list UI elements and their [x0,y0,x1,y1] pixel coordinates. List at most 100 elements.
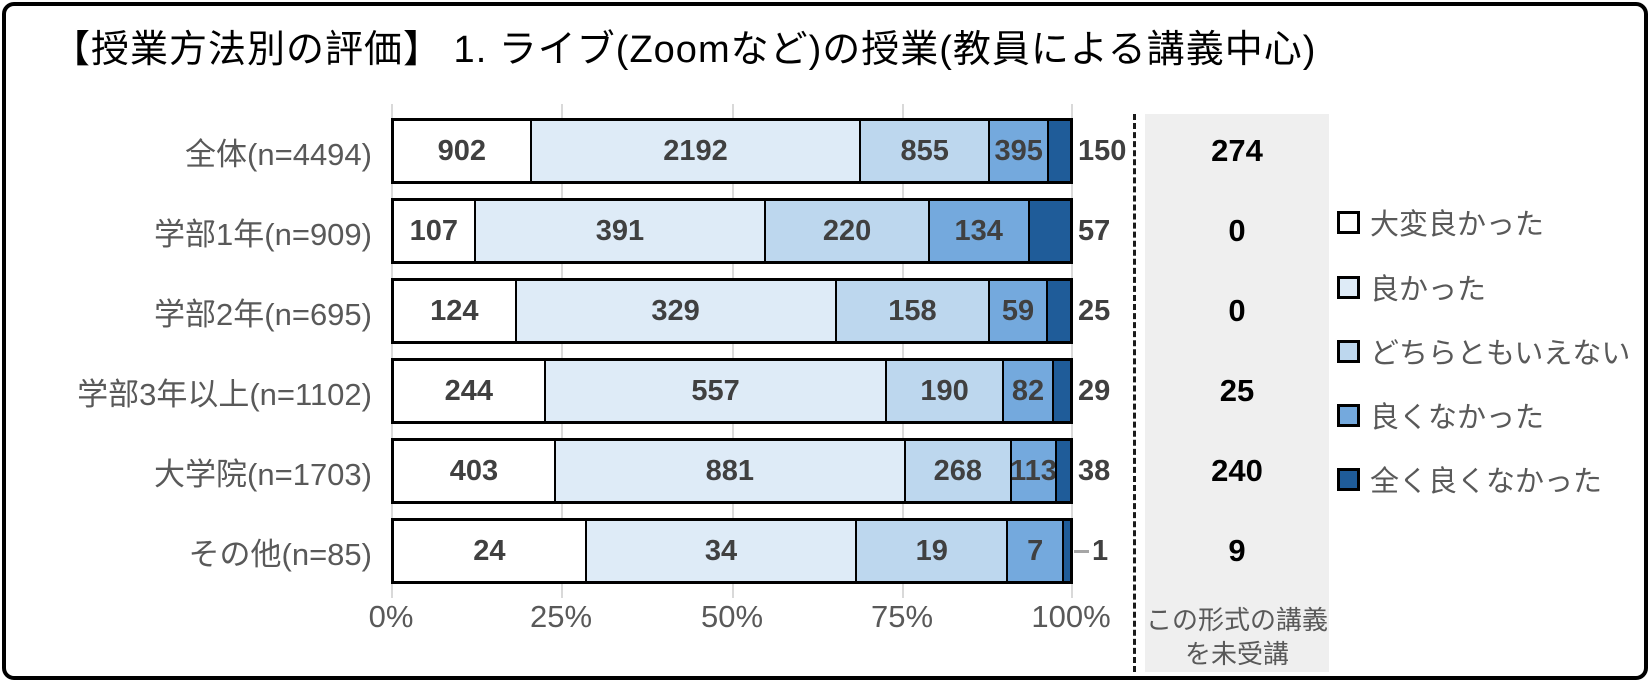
stacked-bar: 124 329 158 59 [391,278,1073,344]
bar-segment-verygood: 403 [394,441,554,501]
bar-segment-verygood: 24 [394,521,585,581]
category-label: 全体(n=4494) [185,136,372,172]
segment-value: 403 [449,454,499,487]
bar-segment-verybad [1054,441,1070,501]
bar-segment-verygood: 902 [394,121,530,181]
bar-segment-bad: 134 [927,201,1028,261]
bar-segment-neutral: 268 [903,441,1011,501]
bar-segment-good: 881 [553,441,904,501]
segment-value: 113 [1010,454,1057,487]
stacked-bar: 403 881 268 113 [391,438,1073,504]
segment-value: 220 [822,214,872,247]
bar-segment-verybad [1047,121,1070,181]
legend-item-verybad: 全く良くなかった [1337,461,1603,498]
segment-value: 19 [915,534,948,567]
legend-label: 良かった [1370,274,1487,306]
segment-value: 395 [994,134,1043,167]
legend-item-neutral: どちらともいえない [1337,333,1631,370]
x-tick-label: 75% [870,599,934,634]
segment-value: 59 [1001,294,1035,327]
bar-segment-good: 34 [584,521,856,581]
segment-value: 190 [920,374,969,407]
not-attended-value: 240 [1211,453,1263,488]
legend-label: どちらともいえない [1370,338,1631,370]
outside-value: 25 [1078,294,1111,327]
not-attended-value: 0 [1228,213,1246,248]
segment-value: 902 [437,134,487,167]
segment-value: 24 [473,534,506,567]
x-tick-label: 50% [700,599,764,634]
gridline-100pct [1071,104,1073,598]
legend-swatch-verybad [1337,467,1360,491]
bar-segment-bad: 82 [1001,361,1053,421]
bar-segment-good: 2192 [529,121,860,181]
segment-value: 124 [430,294,479,327]
stacked-bar: 902 2192 855 395 [391,118,1073,184]
segment-value: 34 [704,534,738,567]
x-tick-label: 100% [1031,599,1111,634]
bar-segment-bad: 395 [988,121,1048,181]
bar-segment-good: 557 [543,361,886,421]
not-attended-column [1145,114,1329,672]
leader-line [1074,549,1089,553]
stacked-bar: 24 34 19 7 [391,518,1073,584]
outside-value: 1 [1074,518,1108,584]
bar-segment-good: 391 [473,201,765,261]
bar-segment-verybad [1045,281,1070,341]
legend-item-verygood: 大変良かった [1337,204,1545,241]
category-label: 学部2年(n=695) [154,296,372,332]
legend-label: 全く良くなかった [1370,466,1603,498]
legend-swatch-bad [1337,403,1360,427]
legend-swatch-good [1337,275,1360,299]
legend-item-bad: 良くなかった [1337,397,1545,434]
segment-value: 855 [900,134,949,167]
segment-value: 7 [1027,534,1044,567]
category-label: 学部3年以上(n=1102) [77,376,372,412]
bar-segment-neutral: 220 [764,201,928,261]
not-attended-value: 274 [1211,133,1263,168]
not-attended-value: 25 [1219,373,1255,408]
bar-segment-bad: 59 [988,281,1046,341]
outside-value: 38 [1078,454,1111,487]
stacked-bar: 244 557 190 82 [391,358,1073,424]
bar-segment-good: 329 [514,281,835,341]
category-label: その他(n=85) [188,536,372,572]
segment-value: 134 [954,214,1003,247]
legend-swatch-verygood [1337,210,1360,234]
legend-label: 良くなかった [1370,402,1545,434]
x-tick-label: 0% [368,599,414,634]
segment-value: 107 [409,214,458,247]
bar-segment-neutral: 19 [855,521,1007,581]
bar-segment-verybad [1027,201,1070,261]
segment-value: 391 [595,214,645,247]
legend-item-good: 良かった [1337,269,1487,306]
bar-segment-neutral: 190 [885,361,1002,421]
not-attended-value: 0 [1228,293,1246,328]
bar-segment-neutral: 158 [834,281,989,341]
segment-value: 268 [933,454,983,487]
stacked-bar: 107 391 220 134 [391,198,1073,264]
gridline-25pct [561,104,563,598]
dashed-separator-line [1133,114,1136,672]
category-label: 大学院(n=1703) [154,456,372,492]
bar-segment-bad: 113 [1010,441,1057,501]
chart-title: 【授業方法別の評価】 1. ライブ(Zoomなど)の授業(教員による講義中心) [52,29,1317,71]
outside-value: 150 [1078,134,1127,167]
bar-segment-neutral: 855 [859,121,988,181]
gridline-0pct [391,104,393,598]
bar-segment-verygood: 124 [394,281,515,341]
outside-value: 57 [1078,214,1111,247]
outside-value: 29 [1078,374,1111,407]
legend-label: 大変良かった [1370,209,1545,241]
segment-value: 329 [651,294,700,327]
not-attended-value: 9 [1228,533,1246,568]
segment-value: 244 [444,374,494,407]
bar-segment-verygood: 107 [394,201,474,261]
segment-value: 2192 [663,134,728,167]
gridline-75pct [902,104,904,598]
not-attended-column-label: この形式の講義 を未受講 [1145,605,1328,669]
gridline-50pct [732,104,734,598]
x-tick-label: 25% [529,599,593,634]
segment-value: 158 [888,294,937,327]
segment-value: 82 [1011,374,1045,407]
